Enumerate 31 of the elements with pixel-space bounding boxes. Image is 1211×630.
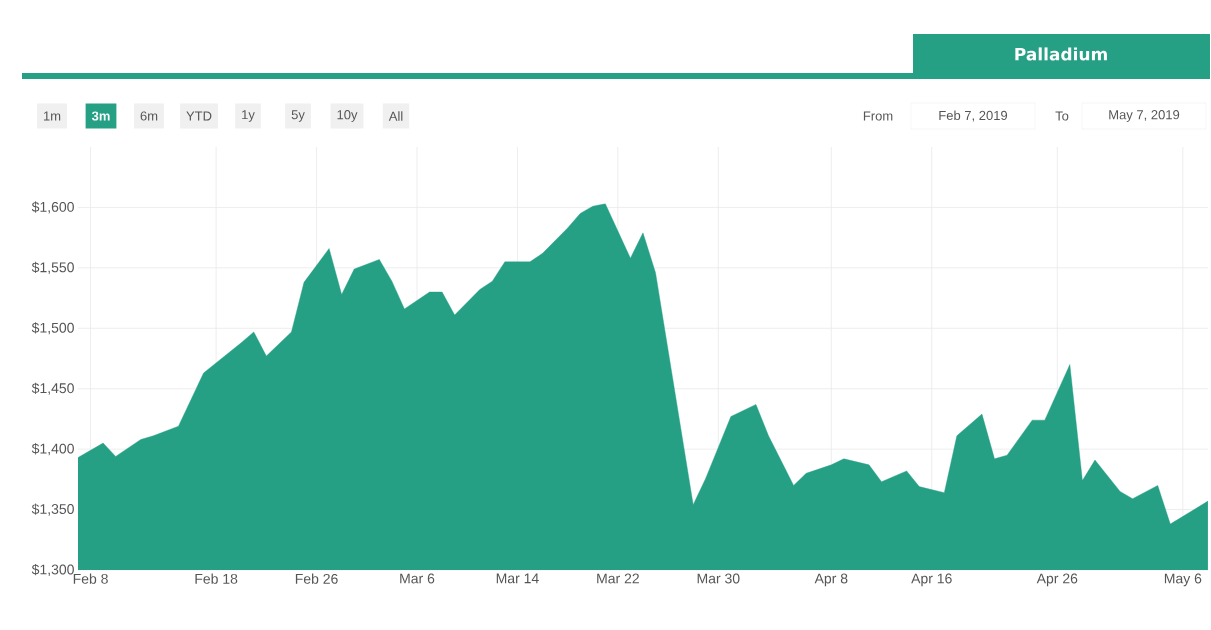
x-tick-label: Apr 8 bbox=[814, 573, 848, 587]
y-tick-label: $1,550 bbox=[31, 261, 74, 274]
text: 1m bbox=[43, 111, 61, 121]
text: May 7, 2019 bbox=[1109, 110, 1180, 122]
y-tick-label: $1,400 bbox=[31, 443, 74, 456]
text: 1y bbox=[242, 110, 255, 122]
text: 5y bbox=[291, 110, 305, 122]
x-tick-label: May 6 bbox=[1164, 573, 1202, 587]
text: To bbox=[1055, 111, 1069, 121]
chart-title: Palladium bbox=[1015, 47, 1107, 61]
x-tick-label: Mar 14 bbox=[496, 573, 539, 584]
y-tick-label: $1,300 bbox=[31, 563, 74, 577]
y-tick-label: $1,600 bbox=[31, 201, 74, 214]
x-tick-label: Mar 30 bbox=[697, 573, 740, 584]
y-tick-label: $1,500 bbox=[31, 322, 74, 335]
text: 10y bbox=[337, 110, 358, 122]
text: From bbox=[863, 111, 893, 121]
x-tick-label: Mar 22 bbox=[597, 573, 639, 584]
text: All bbox=[388, 111, 403, 121]
y-tick-label: $1,450 bbox=[31, 382, 74, 395]
text: 6m bbox=[140, 111, 158, 121]
x-tick-label: Apr 26 bbox=[1036, 573, 1078, 587]
x-tick-label: Feb 26 bbox=[295, 573, 338, 584]
x-tick-label: Mar 6 bbox=[400, 573, 435, 584]
x-tick-label: Feb 18 bbox=[195, 573, 238, 584]
y-tick-label: $1,350 bbox=[31, 503, 74, 516]
text: 3m bbox=[91, 111, 110, 121]
text: Feb 7, 2019 bbox=[939, 110, 1008, 122]
x-tick-label: Apr 16 bbox=[911, 573, 952, 587]
x-tick-label: Feb 8 bbox=[73, 573, 108, 584]
text: YTD bbox=[186, 111, 212, 121]
